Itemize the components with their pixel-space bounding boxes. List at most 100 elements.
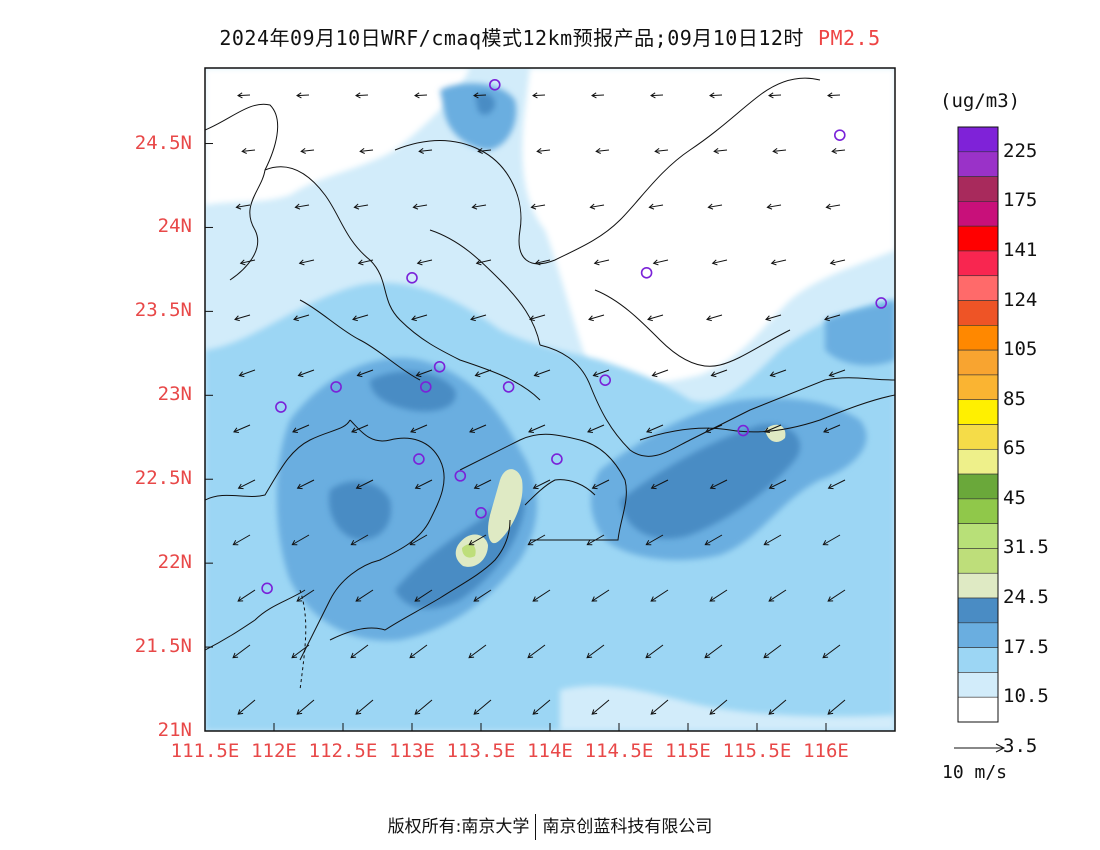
wind-arrow <box>824 314 841 322</box>
colorbar-label: 31.5 <box>1003 536 1049 559</box>
wind-arrow <box>770 259 787 266</box>
wind-arrow <box>652 259 669 266</box>
field-peak-2 <box>370 371 456 412</box>
colorbar-swatch <box>957 300 999 326</box>
wind-arrow <box>591 92 605 99</box>
wind-arrow <box>473 589 492 602</box>
colorbar-swatch <box>957 696 999 723</box>
wind-arrow <box>477 147 492 154</box>
lon-tick-label: 114E <box>527 740 573 762</box>
colorbar-swatch <box>957 325 999 351</box>
station-marker <box>413 453 425 465</box>
wind-arrow <box>410 424 428 434</box>
wind-arrow <box>356 369 374 378</box>
wind-arrow <box>350 534 369 546</box>
wind-arrow <box>828 369 846 378</box>
wind-arrow <box>296 479 315 490</box>
wind-arrow <box>414 699 433 715</box>
wind-arrow <box>586 644 605 659</box>
wind-arrow <box>709 589 728 602</box>
station-marker <box>833 129 846 141</box>
colorbar-label: 65 <box>1003 437 1026 460</box>
wind-arrow <box>768 589 787 602</box>
wind-arrow <box>829 259 846 266</box>
wind-arrow <box>769 369 787 378</box>
wind-arrow <box>473 699 492 715</box>
wind-arrow <box>238 369 256 378</box>
lon-tick-label: 115.5E <box>722 740 792 762</box>
lon-tick-label: 113.5E <box>446 740 516 762</box>
station-marker <box>502 381 515 393</box>
title-variable: PM2.5 <box>817 26 881 50</box>
axis-ticks <box>204 143 827 732</box>
wind-arrow <box>359 147 374 154</box>
wind-arrow <box>475 259 492 266</box>
wind-arrow <box>409 644 428 659</box>
wind-arrow <box>468 534 487 546</box>
wind-arrow <box>825 203 841 210</box>
wind-arrow <box>768 479 787 490</box>
wind-arrow <box>592 369 610 378</box>
wind-arrow <box>763 644 782 659</box>
wind-arrow <box>296 92 310 99</box>
wind-arrow <box>351 424 369 434</box>
station-marker <box>640 266 653 279</box>
wind-arrow <box>355 479 374 490</box>
wind-arrow <box>645 534 664 546</box>
wind-arrow <box>705 424 723 434</box>
wind-arrow <box>587 424 605 434</box>
colorbar-swatch <box>957 275 999 301</box>
wind-arrow <box>292 424 310 434</box>
pm25-field <box>205 68 895 731</box>
colorbar-label: 10.5 <box>1003 685 1049 708</box>
wind-arrow <box>704 644 723 659</box>
wind-arrow <box>646 424 664 434</box>
colorbar-swatch <box>957 523 999 549</box>
wind-arrow <box>822 534 841 546</box>
wind-arrow <box>651 369 669 378</box>
wind-vectors <box>232 92 846 715</box>
wind-arrow <box>768 92 782 99</box>
wind-arrow <box>355 92 369 99</box>
wind-arrow <box>291 644 310 659</box>
lat-tick-label: 21N <box>157 719 192 741</box>
wind-arrow <box>765 314 782 322</box>
colorbar-label: 85 <box>1003 387 1026 410</box>
wind-reference-arrow <box>954 743 1006 753</box>
lon-tick-label: 112E <box>251 740 297 762</box>
lat-tick-label: 23.5N <box>134 299 192 322</box>
station-marker <box>551 453 563 465</box>
wind-arrow <box>357 259 374 266</box>
wind-arrow <box>352 314 369 322</box>
footer-separator <box>535 814 537 840</box>
colorbar-label: 141 <box>1003 238 1038 261</box>
wind-arrow <box>827 699 846 715</box>
wind-arrow <box>409 534 428 546</box>
wind-arrow <box>237 699 256 715</box>
wind-arrow <box>823 424 841 434</box>
wind-arrow <box>827 589 846 602</box>
wind-arrow <box>536 147 551 154</box>
wind-reference-label: 10 m/s <box>942 762 1008 783</box>
lon-tick-label: 111.5E <box>170 740 240 762</box>
colorbar-swatch <box>957 424 999 450</box>
wind-arrow <box>827 479 846 490</box>
wind-arrow <box>706 314 723 322</box>
wind-arrow <box>234 314 251 322</box>
lat-tick-label: 22N <box>157 551 192 574</box>
wind-arrow <box>414 92 428 99</box>
lat-tick-label: 21.5N <box>134 635 192 658</box>
wind-arrow <box>586 534 605 546</box>
title-main: 2024年09月10日WRF/cmaq模式12km预报产品;09月10日12时 <box>219 26 804 50</box>
field-peak-1 <box>329 481 391 540</box>
wind-arrow <box>713 147 728 154</box>
station-marker <box>275 401 287 413</box>
wind-arrow <box>353 203 369 210</box>
lat-tick-label: 24N <box>157 215 192 238</box>
wind-arrow <box>534 259 551 266</box>
colorbar-swatch <box>957 548 999 574</box>
station-markers <box>261 78 888 595</box>
lon-tick-label: 112.5E <box>308 740 378 762</box>
wind-arrow <box>232 534 251 546</box>
